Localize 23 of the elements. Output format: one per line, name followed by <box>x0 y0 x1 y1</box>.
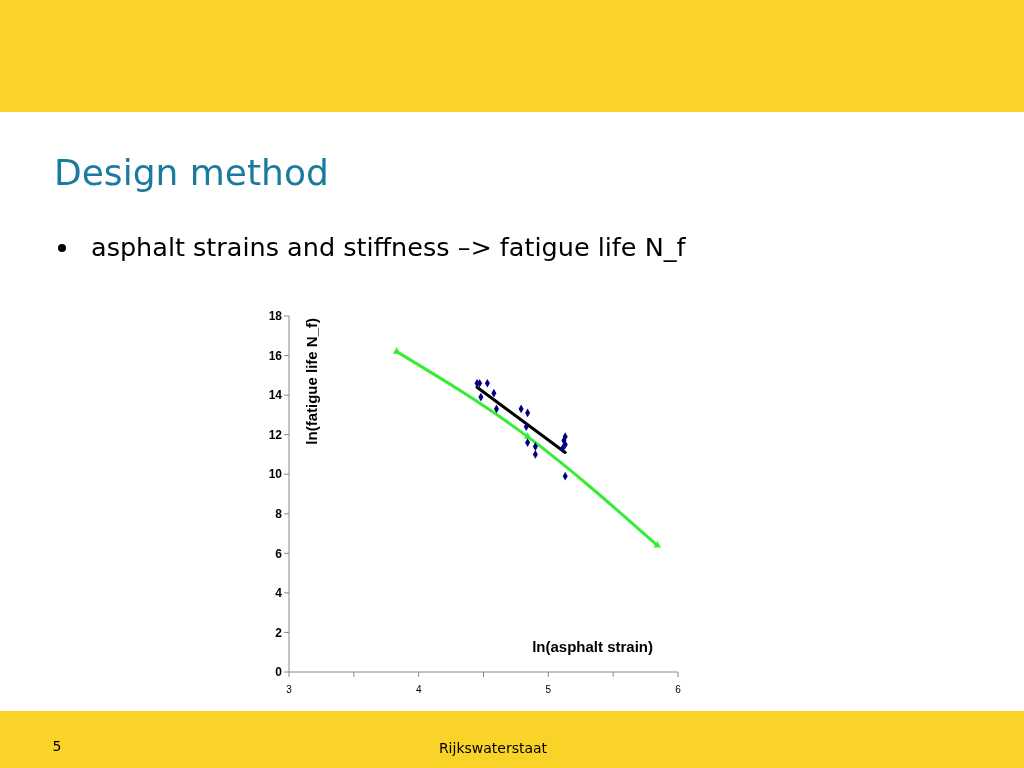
y-tick-label: 8 <box>275 506 283 521</box>
y-tick-label: 4 <box>275 586 283 601</box>
point <box>653 541 661 548</box>
y-tick-label: 0 <box>275 665 283 680</box>
chart-subtitle: asphalt strains and stiffness –> fatigue life N_f <box>91 232 687 262</box>
y-tick-label: 10 <box>268 467 283 482</box>
text: Rijkswaterstaat <box>438 740 548 756</box>
x-tick-label: 5 <box>545 684 552 695</box>
y-axis-title: ln(fatigue life N_f) <box>303 318 320 445</box>
x-tick-label: 6 <box>675 684 682 695</box>
point <box>523 432 532 439</box>
point <box>392 347 401 354</box>
x-tick-label: 4 <box>415 684 422 695</box>
y-tick-label: 6 <box>275 546 283 561</box>
text: 5 <box>52 738 62 754</box>
y-tick-label: 16 <box>268 348 283 363</box>
x-axis-title: ln(asphalt strain) <box>532 638 653 655</box>
y-tick-label: 18 <box>268 309 283 324</box>
y-tick-label: 12 <box>268 427 283 442</box>
y-tick-label: 2 <box>275 625 283 640</box>
chart-title: Design method <box>54 152 329 193</box>
x-tick-label: 3 <box>286 684 293 695</box>
y-tick-label: 14 <box>268 388 283 403</box>
